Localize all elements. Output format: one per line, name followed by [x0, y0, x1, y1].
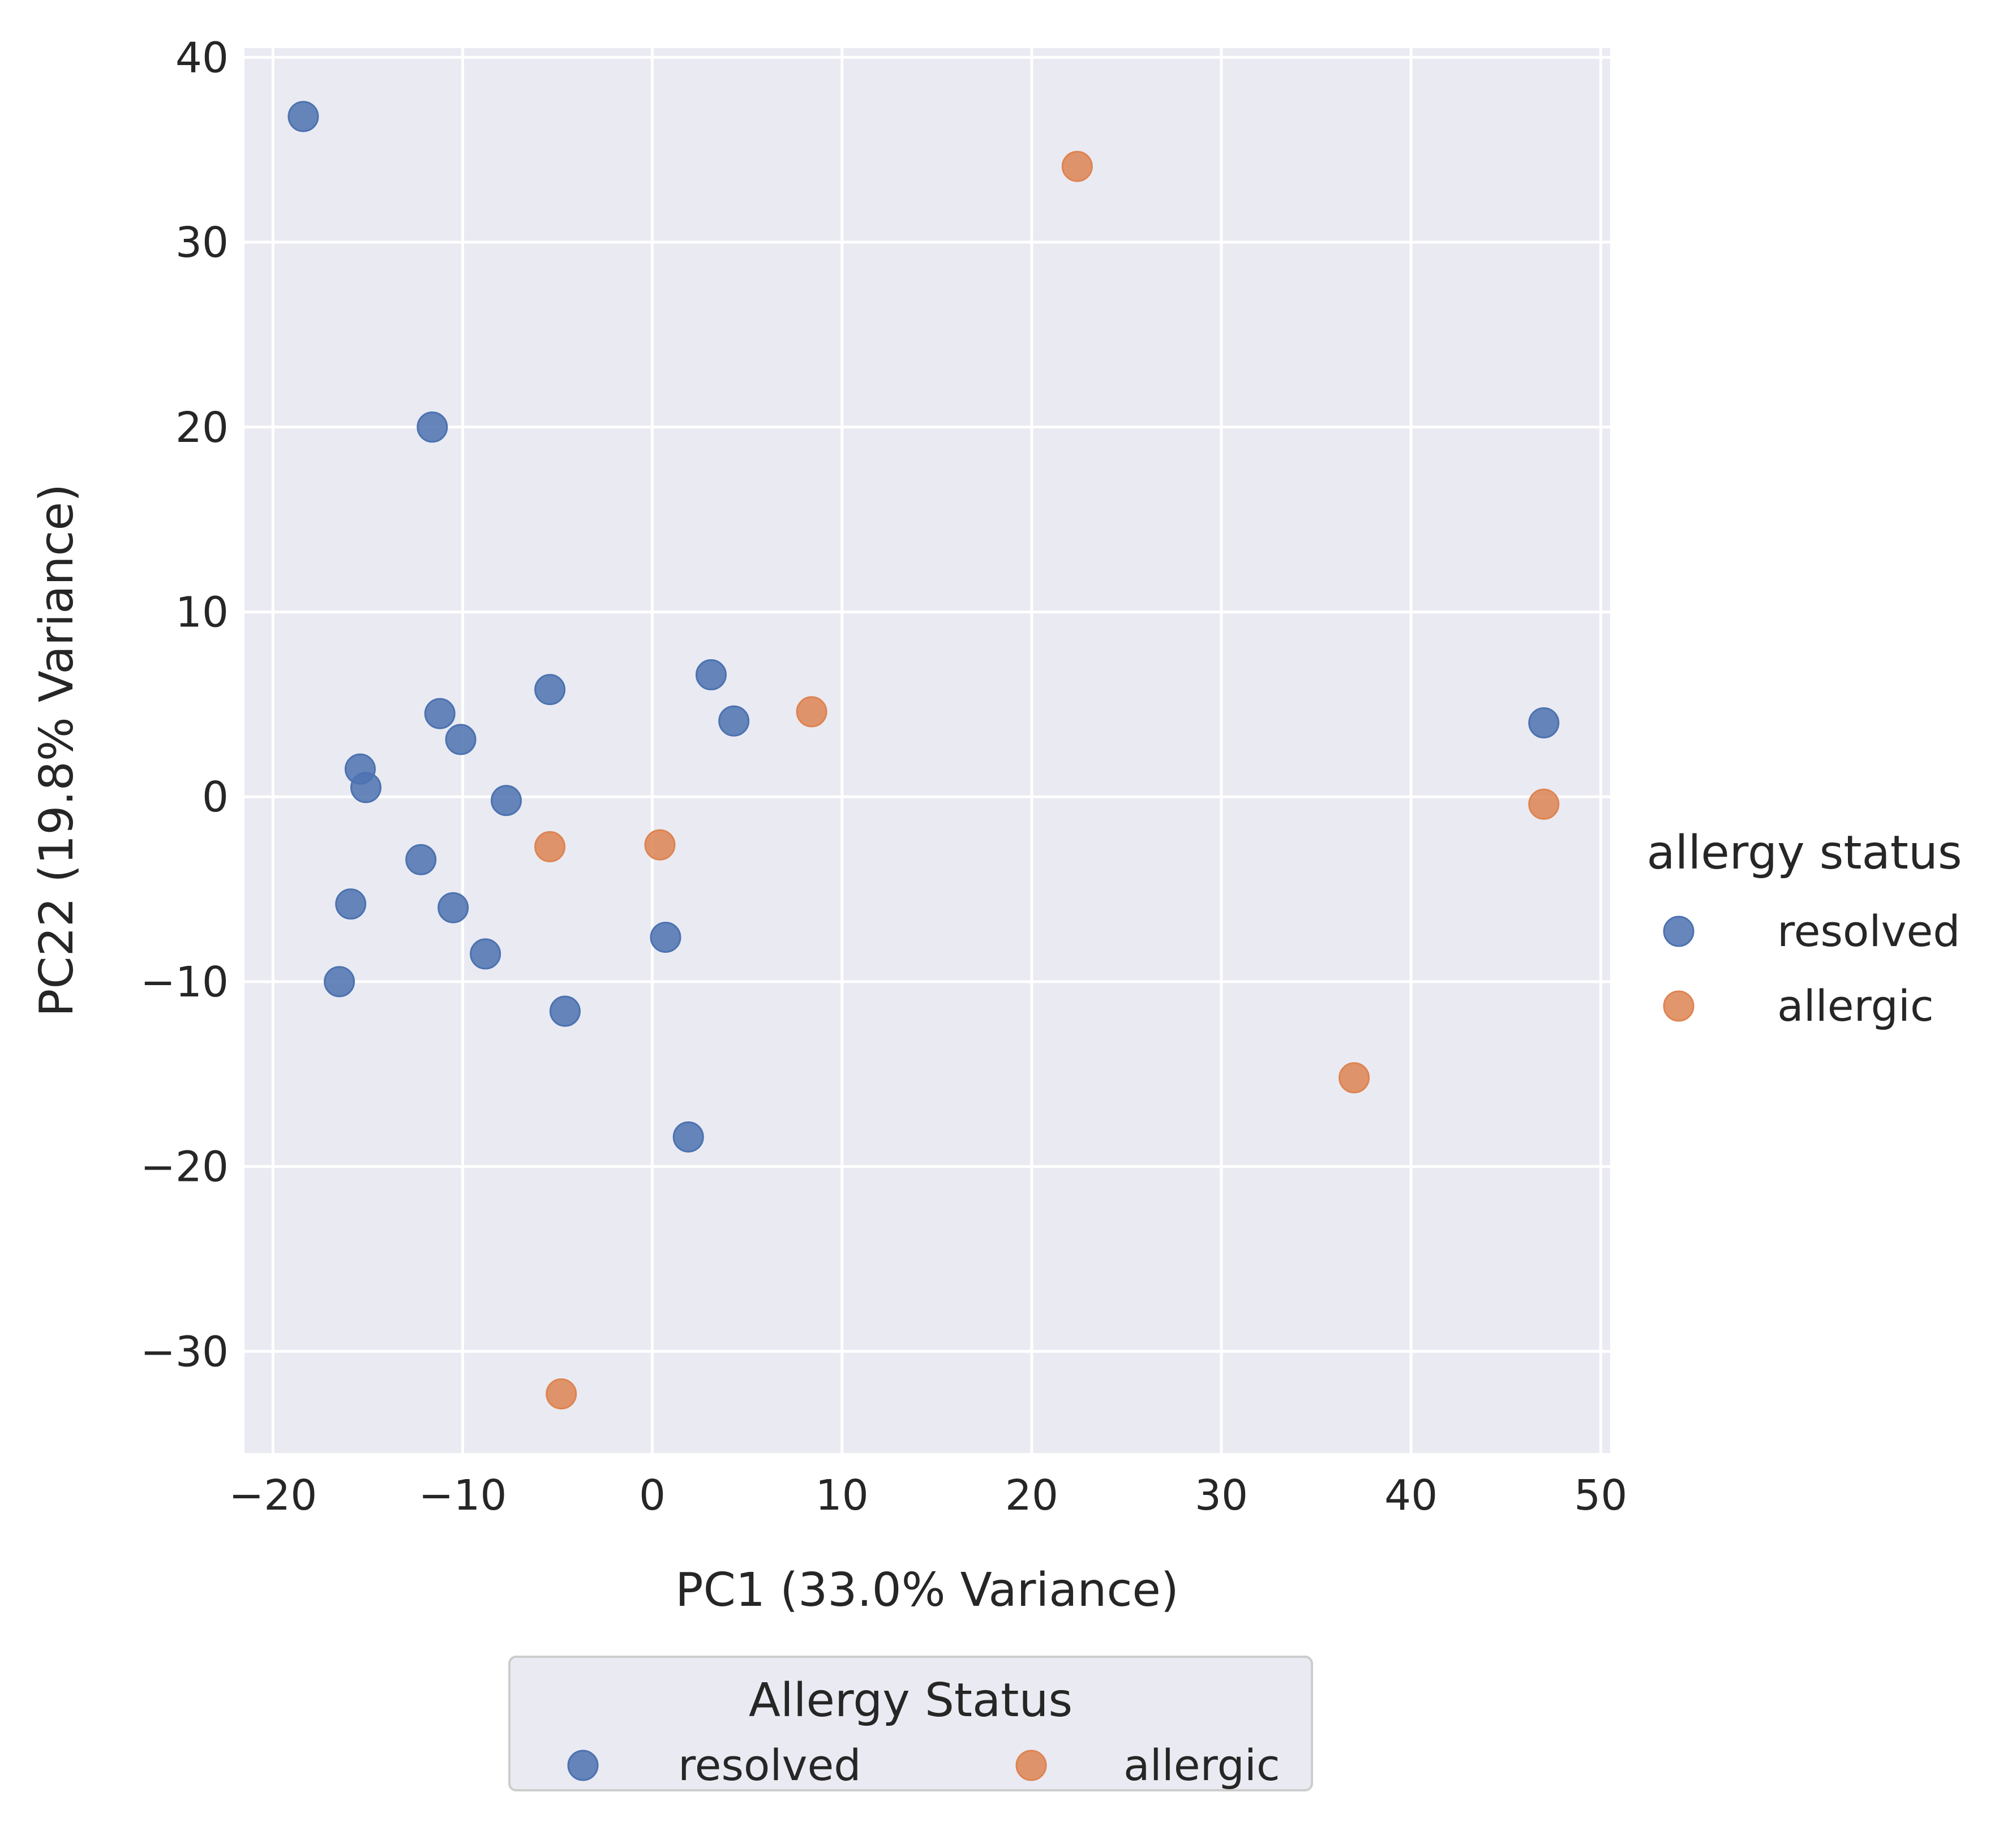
point-resolved — [438, 892, 469, 923]
x-tick-label: 30 — [1195, 1471, 1248, 1520]
point-resolved — [534, 674, 566, 706]
point-resolved — [470, 938, 501, 970]
legend-right-marker-allergic — [1663, 990, 1695, 1022]
point-resolved — [324, 966, 355, 998]
point-allergic — [796, 696, 827, 728]
y-tick-label: 30 — [175, 218, 229, 267]
y-tick-label: 40 — [175, 33, 229, 82]
point-resolved — [445, 724, 477, 755]
y-tick-labels: −30 −20 −10 0 10 20 30 40 — [140, 33, 229, 1376]
point-resolved — [718, 705, 750, 737]
data-points — [288, 101, 1560, 1409]
legend-right-label-allergic: allergic — [1777, 981, 1934, 1031]
y-tick-label: −30 — [140, 1327, 229, 1376]
point-resolved — [288, 101, 319, 132]
x-tick-label: 0 — [639, 1471, 666, 1520]
legend-right-title: allergy status — [1646, 826, 1962, 880]
legend-bottom-title: Allergy Status — [749, 1674, 1073, 1727]
point-allergic — [644, 829, 676, 861]
point-allergic — [546, 1378, 577, 1409]
x-axis-label: PC1 (33.0% Variance) — [675, 1563, 1179, 1617]
y-tick-label: −20 — [140, 1143, 229, 1192]
x-tick-label: 40 — [1384, 1471, 1438, 1520]
point-resolved — [549, 995, 581, 1027]
legend-bottom: Allergy Status resolved allergic — [508, 1656, 1313, 1791]
y-tick-label: −10 — [140, 958, 229, 1007]
point-allergic — [1339, 1062, 1370, 1094]
point-allergic — [1528, 788, 1560, 820]
point-allergic — [1061, 151, 1093, 182]
point-resolved — [350, 772, 381, 803]
point-resolved — [417, 411, 448, 443]
point-resolved — [405, 844, 437, 875]
x-tick-label: 20 — [1005, 1471, 1058, 1520]
x-tick-label: 50 — [1574, 1471, 1627, 1520]
plot-area — [245, 48, 1610, 1453]
legend-bottom-marker-resolved — [567, 1750, 599, 1781]
y-tick-label: 0 — [202, 773, 229, 822]
legend-bottom-label-resolved: resolved — [678, 1740, 861, 1790]
point-resolved — [1528, 707, 1560, 738]
point-resolved — [424, 698, 456, 729]
x-tick-label: −10 — [418, 1471, 507, 1520]
point-resolved — [335, 888, 367, 920]
legend-bottom-frame — [508, 1656, 1313, 1791]
y-tick-label: 20 — [175, 403, 229, 452]
y-axis-label: PC22 (19.8% Variance) — [30, 484, 84, 1017]
gridlines — [245, 48, 1610, 1453]
point-resolved — [490, 785, 522, 816]
x-tick-labels: −20 −10 0 10 20 30 40 50 — [229, 1471, 1627, 1520]
y-tick-label: 10 — [175, 588, 229, 637]
legend-right-label-resolved: resolved — [1777, 906, 1961, 956]
x-tick-label: 10 — [816, 1471, 869, 1520]
legend-right: allergy status resolved allergic — [1646, 826, 1962, 1031]
legend-right-marker-resolved — [1663, 916, 1695, 947]
point-allergic — [534, 831, 566, 862]
legend-bottom-label-allergic: allergic — [1123, 1740, 1280, 1790]
x-tick-label: −20 — [229, 1471, 317, 1520]
legend-bottom-marker-allergic — [1015, 1750, 1047, 1781]
point-resolved — [672, 1121, 704, 1153]
point-resolved — [695, 659, 727, 691]
point-resolved — [650, 921, 681, 953]
